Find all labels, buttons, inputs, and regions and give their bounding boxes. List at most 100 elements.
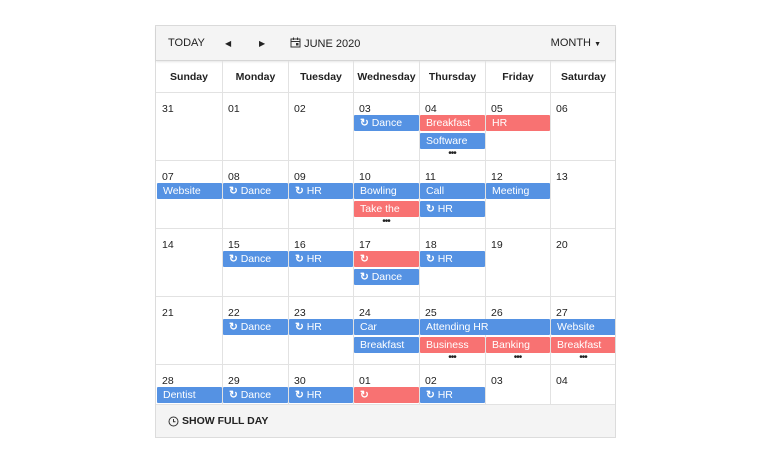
more-events-button[interactable]: ••• <box>513 352 523 363</box>
day-number[interactable]: 09 <box>294 171 306 183</box>
event-appointment[interactable]: Banking <box>486 337 550 353</box>
day-number[interactable]: 01 <box>359 375 371 387</box>
day-cell[interactable] <box>222 161 288 229</box>
event-appointment[interactable]: ↻ <box>354 387 419 403</box>
day-number[interactable]: 19 <box>491 239 503 251</box>
day-number[interactable]: 11 <box>425 171 436 183</box>
day-number[interactable]: 30 <box>294 375 306 387</box>
day-cell[interactable] <box>550 93 615 161</box>
day-number[interactable]: 08 <box>228 171 240 183</box>
day-number[interactable]: 24 <box>359 307 371 319</box>
day-number[interactable]: 03 <box>359 103 371 115</box>
view-dropdown[interactable]: MONTH ▼ <box>551 37 601 49</box>
day-number[interactable]: 15 <box>228 239 240 251</box>
event-appointment[interactable]: Attending HR <box>420 319 550 335</box>
day-cell[interactable] <box>353 297 419 365</box>
day-cell[interactable] <box>550 297 615 365</box>
event-appointment[interactable]: ↻ HR <box>420 387 485 403</box>
day-cell[interactable] <box>353 93 419 161</box>
day-number[interactable]: 16 <box>294 239 306 251</box>
day-cell[interactable] <box>222 93 288 161</box>
day-cell[interactable] <box>353 365 419 405</box>
event-appointment[interactable]: Call <box>420 183 485 199</box>
day-number[interactable]: 04 <box>425 103 437 115</box>
event-appointment[interactable]: Take the <box>354 201 419 217</box>
day-cell[interactable] <box>353 161 419 229</box>
event-appointment[interactable]: ↻ HR <box>289 319 353 335</box>
day-number[interactable]: 29 <box>228 375 240 387</box>
day-number[interactable]: 06 <box>556 103 568 115</box>
day-number[interactable]: 03 <box>491 375 503 387</box>
more-events-button[interactable]: ••• <box>382 216 391 227</box>
event-appointment[interactable]: ↻ Dance <box>223 183 288 199</box>
day-number[interactable]: 05 <box>491 103 503 115</box>
event-appointment[interactable]: Breakfast <box>420 115 485 131</box>
next-button[interactable]: ▶ <box>259 39 266 48</box>
day-number[interactable]: 18 <box>425 239 437 251</box>
more-events-button[interactable]: ••• <box>448 352 457 363</box>
day-cell[interactable] <box>419 229 485 297</box>
day-cell[interactable] <box>156 297 222 365</box>
day-number[interactable]: 10 <box>359 171 371 183</box>
day-number[interactable]: 01 <box>228 103 240 115</box>
event-appointment[interactable]: ↻ Dance <box>354 115 419 131</box>
day-cell[interactable] <box>288 161 353 229</box>
day-cell[interactable] <box>288 93 353 161</box>
event-appointment[interactable]: ↻ Dance <box>223 319 288 335</box>
day-cell[interactable] <box>419 365 485 405</box>
day-number[interactable]: 26 <box>491 307 503 319</box>
day-number[interactable]: 27 <box>556 307 568 319</box>
day-number[interactable]: 14 <box>162 239 174 251</box>
event-appointment[interactable]: ↻ HR <box>289 251 353 267</box>
event-appointment[interactable]: ↻ HR <box>289 183 353 199</box>
show-full-day-button[interactable]: SHOW FULL DAY <box>156 404 615 437</box>
day-number[interactable]: 28 <box>162 375 174 387</box>
day-number[interactable]: 02 <box>425 375 437 387</box>
day-cell[interactable] <box>419 161 485 229</box>
day-number[interactable]: 17 <box>359 239 371 251</box>
day-number[interactable]: 31 <box>162 103 174 115</box>
day-number[interactable]: 12 <box>491 171 503 183</box>
day-cell[interactable] <box>550 161 615 229</box>
day-cell[interactable] <box>156 161 222 229</box>
day-cell[interactable] <box>288 365 353 405</box>
day-cell[interactable] <box>288 229 353 297</box>
day-cell[interactable] <box>550 229 615 297</box>
day-cell[interactable] <box>156 229 222 297</box>
today-button[interactable]: TODAY <box>168 37 205 49</box>
day-cell[interactable] <box>485 365 550 405</box>
day-cell[interactable] <box>353 229 419 297</box>
day-number[interactable]: 23 <box>294 307 306 319</box>
event-appointment[interactable]: Bowling <box>354 183 419 199</box>
event-appointment[interactable]: Breakfast <box>354 337 419 353</box>
event-appointment[interactable]: ↻ Dance <box>354 269 419 285</box>
day-number[interactable]: 07 <box>162 171 174 183</box>
day-number[interactable]: 04 <box>556 375 568 387</box>
event-appointment[interactable]: Car <box>354 319 419 335</box>
day-number[interactable]: 21 <box>162 307 174 319</box>
day-cell[interactable] <box>156 93 222 161</box>
prev-button[interactable]: ◀ <box>225 39 232 48</box>
event-appointment[interactable]: Website <box>551 319 615 335</box>
day-number[interactable]: 13 <box>556 171 568 183</box>
day-cell[interactable] <box>550 365 615 405</box>
day-cell[interactable] <box>222 365 288 405</box>
day-cell[interactable] <box>485 161 550 229</box>
more-events-button[interactable]: ••• <box>579 352 588 363</box>
day-cell[interactable] <box>485 93 550 161</box>
event-appointment[interactable]: Software <box>420 133 485 149</box>
day-cell[interactable] <box>419 93 485 161</box>
day-number[interactable]: 22 <box>228 307 240 319</box>
day-cell[interactable] <box>222 229 288 297</box>
event-appointment[interactable]: ↻ HR <box>420 201 485 217</box>
date-range-button[interactable]: JUNE 2020 <box>290 37 360 50</box>
event-appointment[interactable]: ↻ Dance <box>223 251 288 267</box>
event-appointment[interactable]: Business <box>420 337 485 353</box>
event-appointment[interactable]: ↻ HR <box>420 251 485 267</box>
day-cell[interactable] <box>485 229 550 297</box>
event-appointment[interactable]: Meeting <box>486 183 550 199</box>
more-events-button[interactable]: ••• <box>448 148 457 159</box>
event-appointment[interactable]: Breakfast <box>551 337 615 353</box>
event-appointment[interactable]: Dentist <box>157 387 222 403</box>
event-appointment[interactable]: Website <box>157 183 222 199</box>
